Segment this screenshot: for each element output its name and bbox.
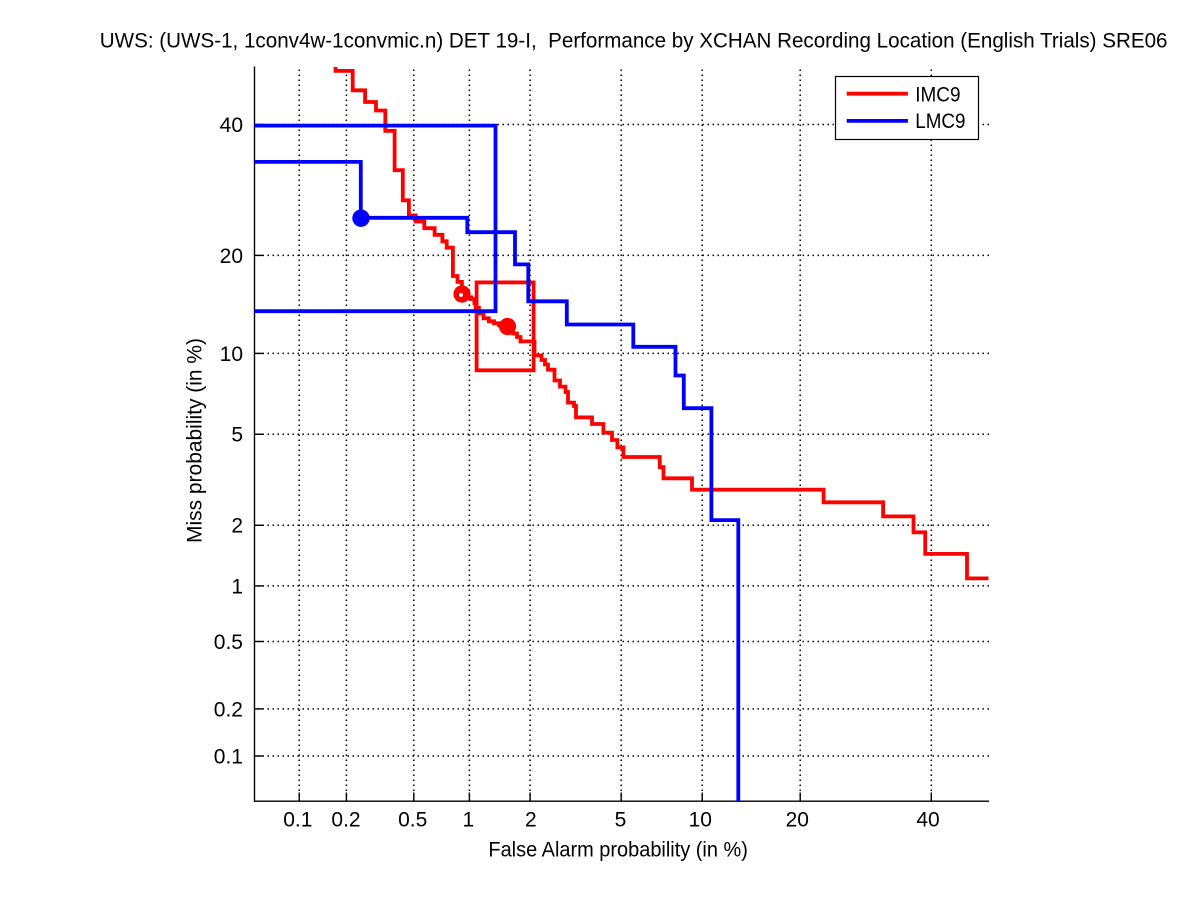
svg-text:10: 10 <box>220 343 243 366</box>
svg-text:IMC9: IMC9 <box>915 83 960 106</box>
svg-text:5: 5 <box>615 808 627 831</box>
svg-text:0.5: 0.5 <box>214 631 243 654</box>
svg-text:2: 2 <box>525 808 537 831</box>
svg-text:0.5: 0.5 <box>398 808 427 831</box>
svg-text:2: 2 <box>231 515 243 538</box>
svg-text:40: 40 <box>220 114 243 137</box>
svg-text:0.2: 0.2 <box>214 698 243 721</box>
svg-text:0.2: 0.2 <box>331 808 360 831</box>
svg-text:0.1: 0.1 <box>283 808 312 831</box>
svg-text:40: 40 <box>916 808 939 831</box>
svg-text:1: 1 <box>231 575 243 598</box>
svg-text:5: 5 <box>231 424 243 447</box>
svg-text:UWS: (UWS-1, 1conv4w-1convmic.: UWS: (UWS-1, 1conv4w-1convmic.n) DET 19-… <box>100 29 1168 52</box>
svg-text:10: 10 <box>689 808 712 831</box>
svg-text:1: 1 <box>462 808 474 831</box>
svg-text:20: 20 <box>220 245 243 268</box>
svg-text:20: 20 <box>786 808 809 831</box>
svg-text:Miss probability (in %): Miss probability (in %) <box>184 338 207 543</box>
svg-text:False Alarm probability (in %): False Alarm probability (in %) <box>488 838 748 861</box>
svg-text:0.1: 0.1 <box>214 745 243 768</box>
svg-text:LMC9: LMC9 <box>915 110 965 133</box>
